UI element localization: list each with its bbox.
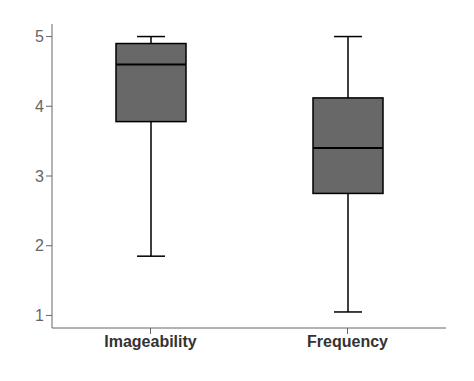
svg-text:Frequency: Frequency	[307, 333, 388, 350]
svg-text:4: 4	[35, 98, 44, 115]
svg-text:1: 1	[35, 307, 44, 324]
svg-text:2: 2	[35, 237, 44, 254]
svg-text:Imageability: Imageability	[104, 333, 197, 350]
svg-text:3: 3	[35, 168, 44, 185]
svg-text:5: 5	[35, 28, 44, 45]
